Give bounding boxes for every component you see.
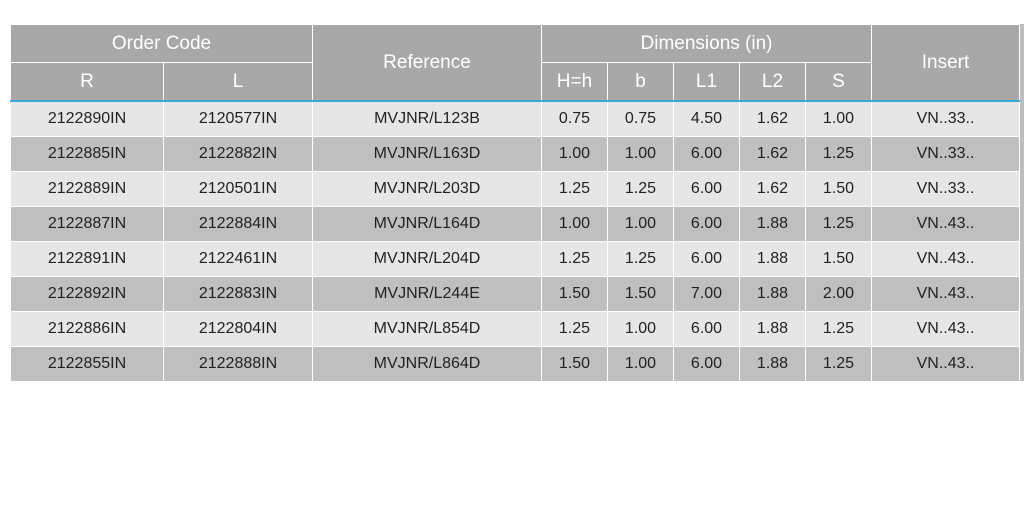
table-cell: 2122886IN [10, 311, 164, 347]
table-cell: VN..43.. [871, 206, 1020, 242]
table-cell: 1.88 [739, 311, 806, 347]
table-cell: MVJNR/L123B [312, 100, 542, 137]
table-row: 2122855IN 2122888IN MVJNR/L864D 1.50 1.00 6.0… [10, 346, 1020, 382]
table-cell: 6.00 [673, 346, 740, 382]
table-cell: 1.88 [739, 241, 806, 277]
table-cell: 2122882IN [163, 136, 313, 172]
table-cell: MVJNR/L204D [312, 241, 542, 277]
table-row: 2122889IN 2120501IN MVJNR/L203D 1.25 1.25 6.0… [10, 171, 1020, 207]
table-cell: MVJNR/L203D [312, 171, 542, 207]
table-row: 2122887IN 2122884IN MVJNR/L164D 1.00 1.00 6.0… [10, 206, 1020, 242]
table-cell: MVJNR/L864D [312, 346, 542, 382]
table-cell: 1.00 [607, 311, 674, 347]
table-cell: 1.00 [607, 136, 674, 172]
table-cell: MVJNR/L164D [312, 206, 542, 242]
table-row: 2122891IN 2122461IN MVJNR/L204D 1.25 1.25 6.0… [10, 241, 1020, 277]
table-cell: 4.50 [673, 100, 740, 137]
table-row: 2122892IN 2122883IN MVJNR/L244E 1.50 1.50 7.0… [10, 276, 1020, 312]
table-cell: 7.00 [673, 276, 740, 312]
header-cell: Order Code [10, 24, 313, 63]
table-cell: 1.50 [541, 276, 608, 312]
header-cell: H=h [541, 62, 608, 102]
table-cell: 2122855IN [10, 346, 164, 382]
table-cell: 2122883IN [163, 276, 313, 312]
table-body: 2122890IN 2120577IN MVJNR/L123B 0.75 0.75 4.5… [10, 100, 1020, 382]
table-cell: 1.62 [739, 136, 806, 172]
table-cell: 1.62 [739, 171, 806, 207]
table-cell: 2122890IN [10, 100, 164, 137]
table-cell: 2122804IN [163, 311, 313, 347]
table-cell: 1.50 [805, 171, 872, 207]
table-cell: 2122884IN [163, 206, 313, 242]
table-cell: 2122891IN [10, 241, 164, 277]
table-cell: 1.00 [541, 136, 608, 172]
table-cell: 2.00 [805, 276, 872, 312]
header-cell: L2 [739, 62, 806, 102]
table-row: 2122886IN 2122804IN MVJNR/L854D 1.25 1.00 6.0… [10, 311, 1020, 347]
table-cell: 1.25 [607, 241, 674, 277]
table-cell: VN..33.. [871, 136, 1020, 172]
table-cell: 6.00 [673, 311, 740, 347]
table-cell: 1.88 [739, 276, 806, 312]
table-cell: 1.25 [541, 241, 608, 277]
table-cell: MVJNR/L244E [312, 276, 542, 312]
header-cell: Insert [871, 24, 1020, 102]
table-cell: VN..43.. [871, 311, 1020, 347]
header-cell: Dimensions (in) [541, 24, 872, 63]
table-cell: 2120501IN [163, 171, 313, 207]
table-cell: VN..43.. [871, 241, 1020, 277]
table-cell: 2122892IN [10, 276, 164, 312]
table-cell: 1.00 [805, 100, 872, 137]
table-cell: 0.75 [541, 100, 608, 137]
table-cell: 2122889IN [10, 171, 164, 207]
table-cell: 1.62 [739, 100, 806, 137]
table-cell: 1.50 [607, 276, 674, 312]
table-cell: 1.50 [541, 346, 608, 382]
table-cell: 1.00 [607, 206, 674, 242]
table-cell: 1.50 [805, 241, 872, 277]
table-row: 2122890IN 2120577IN MVJNR/L123B 0.75 0.75 4.5… [10, 100, 1020, 137]
table-cell: MVJNR/L854D [312, 311, 542, 347]
header-cell: S [805, 62, 872, 102]
table-cell: 1.25 [805, 346, 872, 382]
table-cell: 6.00 [673, 206, 740, 242]
header-cell: L1 [673, 62, 740, 102]
table-cell: 1.25 [805, 206, 872, 242]
table-cell: 1.88 [739, 346, 806, 382]
table-cell: 6.00 [673, 136, 740, 172]
header-cell: R [10, 62, 164, 102]
table-cell: 1.25 [541, 171, 608, 207]
table-cell: VN..43.. [871, 346, 1020, 382]
header-cell: L [163, 62, 313, 102]
table-cell: VN..33.. [871, 100, 1020, 137]
table-cell: 0.75 [607, 100, 674, 137]
table-cell: 2122888IN [163, 346, 313, 382]
table-cell: 6.00 [673, 241, 740, 277]
table-cell: 1.25 [805, 136, 872, 172]
table-cell: 1.25 [541, 311, 608, 347]
header-cell: b [607, 62, 674, 102]
table-cell: 1.00 [541, 206, 608, 242]
table-cell: 1.25 [805, 311, 872, 347]
table-edge [1020, 24, 1024, 381]
table-cell: 1.88 [739, 206, 806, 242]
table-cell: MVJNR/L163D [312, 136, 542, 172]
table-cell: 1.00 [607, 346, 674, 382]
table-cell: 2122461IN [163, 241, 313, 277]
table-cell: 1.25 [607, 171, 674, 207]
header-cell: Reference [312, 24, 542, 102]
table-cell: 6.00 [673, 171, 740, 207]
table-cell: VN..33.. [871, 171, 1020, 207]
table-row: 2122885IN 2122882IN MVJNR/L163D 1.00 1.00 6.0… [10, 136, 1020, 172]
spec-table: Order Code Reference Dimensions (in) Ins… [10, 24, 1020, 382]
table-cell: 2122885IN [10, 136, 164, 172]
table-cell: 2122887IN [10, 206, 164, 242]
table-cell: VN..43.. [871, 276, 1020, 312]
table-cell: 2120577IN [163, 100, 313, 137]
